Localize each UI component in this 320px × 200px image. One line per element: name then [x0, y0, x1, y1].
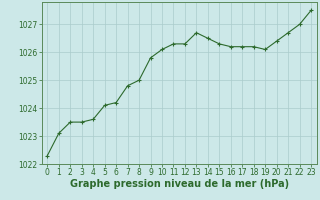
X-axis label: Graphe pression niveau de la mer (hPa): Graphe pression niveau de la mer (hPa) [70, 179, 289, 189]
